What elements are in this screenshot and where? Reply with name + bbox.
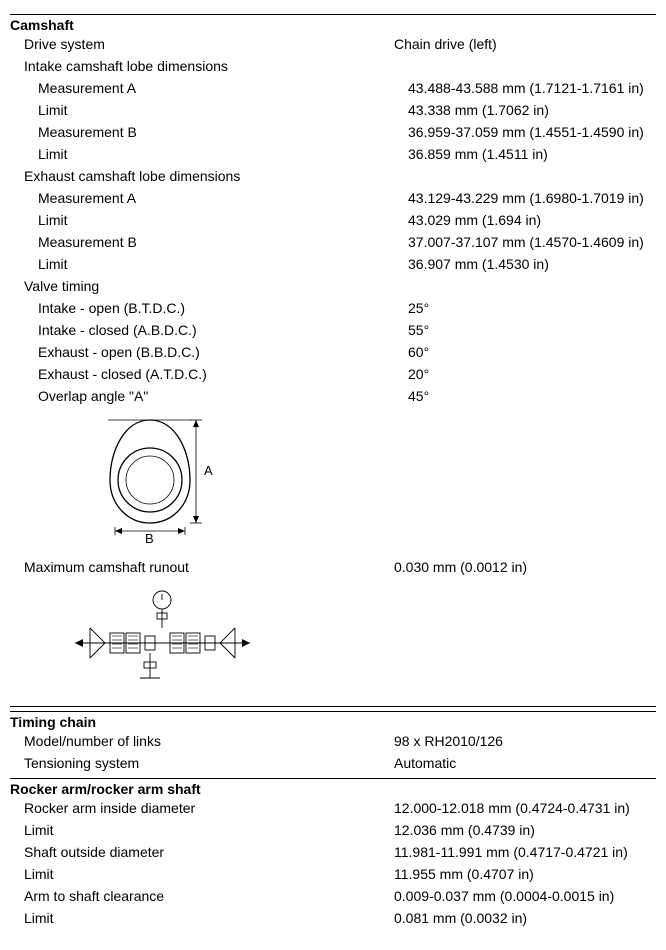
runout-svg bbox=[70, 588, 260, 693]
spec-row: Shaft outside diameter 11.981-11.991 mm … bbox=[10, 841, 656, 863]
spec-row: Overlap angle "A" 45° bbox=[10, 385, 656, 407]
spec-row: Rocker arm inside diameter 12.000-12.018… bbox=[10, 797, 656, 819]
spec-row: Tensioning system Automatic bbox=[10, 752, 656, 774]
spec-value: 11.955 mm (0.4707 in) bbox=[394, 866, 656, 882]
spec-label: Limit bbox=[10, 866, 394, 882]
exhaust-header: Exhaust camshaft lobe dimensions bbox=[10, 168, 394, 184]
spec-row: Limit 43.338 mm (1.7062 in) bbox=[10, 99, 656, 121]
spec-label: Arm to shaft clearance bbox=[10, 888, 394, 904]
spec-row: Intake - open (B.T.D.C.) 25° bbox=[10, 297, 656, 319]
spec-label: Overlap angle "A" bbox=[10, 388, 408, 404]
spec-value: 0.030 mm (0.0012 in) bbox=[394, 559, 656, 575]
spec-value: 36.959-37.059 mm (1.4551-1.4590 in) bbox=[408, 124, 656, 140]
intake-header: Intake camshaft lobe dimensions bbox=[10, 58, 394, 74]
spec-label: Exhaust - closed (A.T.D.C.) bbox=[10, 366, 408, 382]
spec-label: Measurement A bbox=[10, 80, 408, 96]
spec-label: Limit bbox=[10, 910, 394, 926]
spec-label: Tensioning system bbox=[10, 755, 394, 771]
spec-label: Model/number of links bbox=[10, 733, 394, 749]
spec-value: 12.036 mm (0.4739 in) bbox=[394, 822, 656, 838]
timing-chain-title: Timing chain bbox=[10, 711, 656, 730]
spec-label: Measurement A bbox=[10, 190, 408, 206]
spec-label: Rocker arm inside diameter bbox=[10, 800, 394, 816]
divider bbox=[10, 706, 656, 707]
runout-diagram bbox=[70, 588, 656, 696]
spec-row: Limit 12.036 mm (0.4739 in) bbox=[10, 819, 656, 841]
spec-row: Maximum camshaft runout 0.030 mm (0.0012… bbox=[10, 556, 656, 578]
rocker-arm-title: Rocker arm/rocker arm shaft bbox=[10, 778, 656, 797]
rocker-arm-section: Rocker arm/rocker arm shaft Rocker arm i… bbox=[10, 778, 656, 929]
spec-value: 11.981-11.991 mm (0.4717-0.4721 in) bbox=[394, 844, 656, 860]
spec-row: Limit 43.029 mm (1.694 in) bbox=[10, 209, 656, 231]
spec-label: Shaft outside diameter bbox=[10, 844, 394, 860]
spec-row: Intake - closed (A.B.D.C.) 55° bbox=[10, 319, 656, 341]
spec-label: Limit bbox=[10, 256, 408, 272]
cam-lobe-diagram: A B bbox=[90, 415, 656, 548]
spec-row: Measurement A 43.488-43.588 mm (1.7121-1… bbox=[10, 77, 656, 99]
spec-label: Drive system bbox=[10, 36, 394, 52]
spec-value: 98 x RH2010/126 bbox=[394, 733, 656, 749]
spec-row: Limit 0.081 mm (0.0032 in) bbox=[10, 907, 656, 929]
camshaft-section: Camshaft Drive system Chain drive (left)… bbox=[10, 14, 656, 707]
spec-value: 43.338 mm (1.7062 in) bbox=[408, 102, 656, 118]
spec-row: Measurement B 36.959-37.059 mm (1.4551-1… bbox=[10, 121, 656, 143]
spec-row: Limit 36.907 mm (1.4530 in) bbox=[10, 253, 656, 275]
spec-label: Limit bbox=[10, 822, 394, 838]
spec-value: 12.000-12.018 mm (0.4724-0.4731 in) bbox=[394, 800, 656, 816]
valve-timing-header: Valve timing bbox=[10, 278, 394, 294]
spec-label: Exhaust - open (B.B.D.C.) bbox=[10, 344, 408, 360]
spec-label: Measurement B bbox=[10, 234, 408, 250]
spec-row: Exhaust - open (B.B.D.C.) 60° bbox=[10, 341, 656, 363]
spec-row: Exhaust - closed (A.T.D.C.) 20° bbox=[10, 363, 656, 385]
spec-value: 0.009-0.037 mm (0.0004-0.0015 in) bbox=[394, 888, 656, 904]
spec-row: Exhaust camshaft lobe dimensions bbox=[10, 165, 656, 187]
spec-value: Automatic bbox=[394, 755, 656, 771]
diagram-label-a: A bbox=[204, 463, 213, 478]
spec-value: 60° bbox=[408, 344, 656, 360]
spec-row: Drive system Chain drive (left) bbox=[10, 33, 656, 55]
spec-value: 43.029 mm (1.694 in) bbox=[408, 212, 656, 228]
spec-label: Limit bbox=[10, 212, 408, 228]
diagram-label-b: B bbox=[145, 531, 154, 545]
spec-value: Chain drive (left) bbox=[394, 36, 656, 52]
spec-row: Valve timing bbox=[10, 275, 656, 297]
timing-chain-section: Timing chain Model/number of links 98 x … bbox=[10, 711, 656, 774]
spec-label: Maximum camshaft runout bbox=[10, 559, 394, 575]
spec-label: Measurement B bbox=[10, 124, 408, 140]
spec-label: Limit bbox=[10, 146, 408, 162]
spec-value: 45° bbox=[408, 388, 656, 404]
spec-value: 20° bbox=[408, 366, 656, 382]
spec-value: 36.859 mm (1.4511 in) bbox=[408, 146, 656, 162]
spec-row: Intake camshaft lobe dimensions bbox=[10, 55, 656, 77]
spec-value: 25° bbox=[408, 300, 656, 316]
spec-value: 37.007-37.107 mm (1.4570-1.4609 in) bbox=[408, 234, 656, 250]
spec-row: Limit 11.955 mm (0.4707 in) bbox=[10, 863, 656, 885]
spec-value: 43.129-43.229 mm (1.6980-1.7019 in) bbox=[408, 190, 656, 206]
spec-value: 0.081 mm (0.0032 in) bbox=[394, 910, 656, 926]
spec-label: Intake - open (B.T.D.C.) bbox=[10, 300, 408, 316]
spec-row: Model/number of links 98 x RH2010/126 bbox=[10, 730, 656, 752]
spec-row: Limit 36.859 mm (1.4511 in) bbox=[10, 143, 656, 165]
spec-row: Measurement A 43.129-43.229 mm (1.6980-1… bbox=[10, 187, 656, 209]
cam-lobe-svg: A B bbox=[90, 415, 240, 545]
spec-row: Measurement B 37.007-37.107 mm (1.4570-1… bbox=[10, 231, 656, 253]
spec-label: Limit bbox=[10, 102, 408, 118]
spec-value: 43.488-43.588 mm (1.7121-1.7161 in) bbox=[408, 80, 656, 96]
spec-row: Arm to shaft clearance 0.009-0.037 mm (0… bbox=[10, 885, 656, 907]
spec-value: 36.907 mm (1.4530 in) bbox=[408, 256, 656, 272]
spec-label: Intake - closed (A.B.D.C.) bbox=[10, 322, 408, 338]
camshaft-title: Camshaft bbox=[10, 14, 656, 33]
spec-value: 55° bbox=[408, 322, 656, 338]
